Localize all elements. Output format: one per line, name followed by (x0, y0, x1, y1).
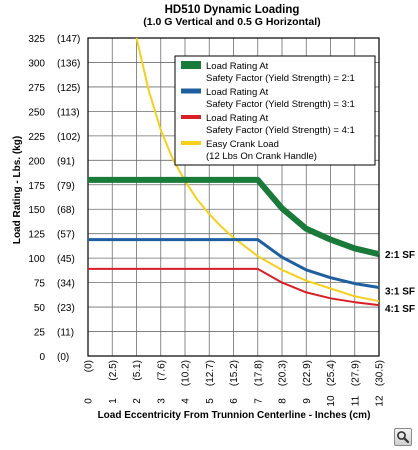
series-line (135, 37, 380, 303)
x-tick-sublabel: (25.4) (326, 360, 337, 386)
legend-label: Safety Factor (Yield Strength) = 4:1 (206, 125, 355, 136)
x-tick-label: 12 (375, 395, 386, 407)
series-end-labels: 2:1 SF 3:1 SF 4:1 SF (385, 250, 415, 315)
x-tick-label: 11 (350, 395, 361, 406)
legend-label: Load Rating At (206, 61, 269, 72)
y-tick-sublabel: (23) (57, 303, 75, 314)
chart-title: HD510 Dynamic Loading (165, 4, 300, 16)
y-tick-label: 0 (39, 352, 45, 363)
x-tick-label: 2 (132, 398, 143, 404)
x-tick-label: 0 (84, 398, 95, 404)
legend-label: Load Rating At (206, 87, 269, 98)
y-tick-sublabel: (147) (57, 34, 80, 45)
y-tick-sublabel: (136) (57, 58, 80, 69)
series-lines (88, 37, 380, 307)
x-tick-label: 10 (326, 395, 337, 407)
x-tick-label: 1 (108, 398, 119, 404)
legend-label: Load Rating At (206, 113, 269, 124)
y-tick-sublabel: (34) (57, 279, 75, 290)
y-tick-label: 275 (28, 83, 45, 94)
x-tick-label: 9 (302, 398, 313, 404)
y-tick-sublabel: (57) (57, 230, 75, 241)
x-tick-label: 7 (253, 398, 264, 404)
y-tick-label: 200 (28, 156, 45, 167)
y-tick-label: 75 (34, 279, 46, 290)
y-tick-label: 50 (34, 303, 46, 314)
y-tick-label: 250 (28, 107, 45, 118)
x-tick-label: 6 (229, 398, 240, 404)
y-tick-sublabel: (113) (57, 107, 80, 118)
x-tick-sublabel: (7.6) (156, 360, 167, 381)
x-tick-label: 4 (181, 398, 192, 404)
y-tick-sublabel: (91) (57, 156, 75, 167)
y-tick-sublabel: (11) (57, 328, 74, 339)
x-tick-label: 5 (205, 398, 216, 404)
y-tick-sublabel: (68) (57, 205, 75, 216)
series-end-label: 4:1 SF (385, 304, 415, 315)
legend-box (174, 55, 376, 166)
series-line (88, 267, 380, 307)
chart-subtitle: (1.0 G Vertical and 0.5 G Horizontal) (143, 16, 320, 28)
y-tick-label: 125 (28, 230, 45, 241)
y-tick-label: 225 (28, 132, 45, 143)
y-tick-label: 300 (28, 58, 45, 69)
x-tick-sublabel: (12.7) (205, 360, 216, 386)
y-tick-label: 150 (28, 205, 45, 216)
series-line (88, 176, 380, 258)
x-tick-sublabel: (27.9) (350, 360, 361, 386)
y-tick-label: 325 (28, 34, 45, 45)
legend-label: Easy Crank Load (206, 139, 279, 150)
legend-label: Safety Factor (Yield Strength) = 3:1 (206, 99, 355, 110)
y-tick-label: 175 (28, 181, 45, 192)
y-tick-sublabel: (125) (57, 83, 80, 94)
x-axis-label: Load Eccentricity From Trunnion Centerli… (98, 410, 371, 421)
x-tick-sublabel: (2.5) (108, 360, 119, 381)
y-tick-sublabel: (102) (57, 132, 80, 143)
x-tick-sublabel: (22.9) (302, 360, 313, 386)
legend-label: Safety Factor (Yield Strength) = 2:1 (206, 73, 355, 84)
y-tick-sublabel: (45) (57, 254, 75, 265)
y-axis-label: Load Rating - Lbs. (kg) (12, 136, 23, 244)
tick-labels: 0 (0)25 (11)50 (23)75 (34)100 (45)125 (57)150(… (28, 34, 385, 407)
series-end-label: 3:1 SF (385, 287, 415, 298)
x-tick-label: 8 (278, 398, 289, 404)
x-tick-label: 3 (156, 398, 167, 404)
x-tick-sublabel: (5.1) (132, 360, 143, 381)
x-tick-sublabel: (15.2) (229, 360, 240, 386)
y-tick-label: 100 (28, 254, 45, 265)
plot-frame (87, 37, 380, 357)
series-line (88, 238, 380, 289)
y-tick-label: 25 (34, 328, 46, 339)
zoom-button[interactable] (394, 428, 412, 446)
legend-label: (12 Lbs On Crank Handle) (206, 151, 317, 162)
x-tick-sublabel: (17.8) (253, 360, 264, 386)
x-tick-sublabel: (10.2) (181, 360, 192, 386)
y-tick-sublabel: (0) (57, 352, 69, 363)
x-tick-sublabel: (20.3) (278, 360, 289, 386)
y-tick-sublabel: (79) (57, 181, 75, 192)
magnifier-icon (397, 431, 410, 444)
series-end-label: 2:1 SF (385, 250, 415, 261)
x-tick-sublabel: (30.5) (375, 360, 386, 386)
x-tick-sublabel: (0) (84, 360, 95, 372)
